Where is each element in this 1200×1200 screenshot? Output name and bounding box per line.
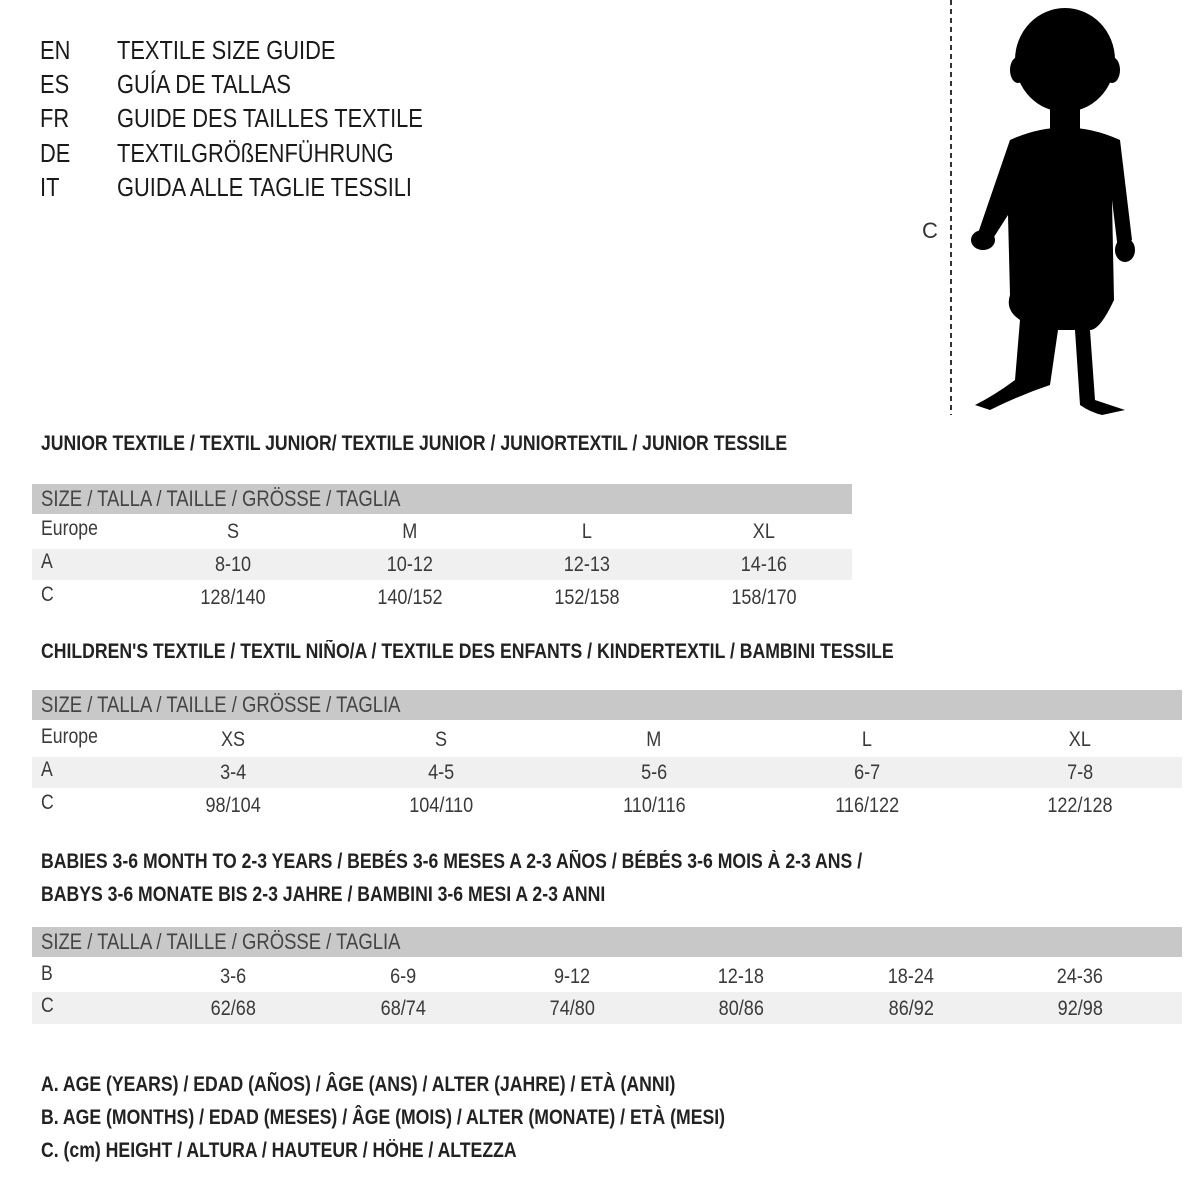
- table-cell: 122/128: [1047, 794, 1113, 817]
- row-shade: [32, 757, 1182, 788]
- row-label: B: [41, 962, 53, 985]
- child-silhouette-icon: [950, 0, 1135, 415]
- table-cell: L: [861, 728, 873, 751]
- table-cell: 74/80: [549, 997, 595, 1020]
- title-text: GUIDA ALLE TAGLIE TESSILI: [117, 172, 412, 202]
- table-cell: XL: [1068, 728, 1092, 751]
- section-heading: JUNIOR TEXTILE / TEXTIL JUNIOR/ TEXTILE …: [41, 432, 788, 455]
- row-label: C: [41, 994, 54, 1017]
- table-cell: 4-5: [427, 761, 455, 784]
- table-cell: S: [434, 728, 448, 751]
- row-label: C: [41, 791, 54, 814]
- height-measure-label: C: [922, 218, 938, 243]
- table-cell: M: [646, 728, 662, 751]
- row-label: Europe: [41, 725, 98, 748]
- table-cell: S: [226, 520, 240, 543]
- row-shade: [32, 992, 1182, 1024]
- size-header-text: SIZE / TALLA / TAILLE / GRÖSSE / TAGLIA: [41, 486, 401, 511]
- table-cell: XL: [752, 520, 776, 543]
- table-cell: 104/110: [409, 794, 473, 817]
- table-cell: 3-6: [219, 965, 247, 988]
- table-cell: XS: [220, 728, 246, 751]
- table-header: SIZE / TALLA / TAILLE / GRÖSSE / TAGLIA: [32, 690, 1182, 720]
- lang-code: ES: [40, 69, 70, 99]
- title-text: GUÍA DE TALLAS: [117, 69, 291, 99]
- table-cell: 110/116: [622, 794, 686, 817]
- section-heading: CHILDREN'S TEXTILE / TEXTIL NIÑO/A / TEX…: [41, 640, 894, 663]
- table-cell: 116/122: [835, 794, 899, 817]
- row-label: A: [41, 758, 53, 781]
- table-cell: 9-12: [553, 965, 591, 988]
- table-cell: 6-7: [853, 761, 881, 784]
- table-cell: 128/140: [200, 586, 266, 609]
- lang-code: FR: [40, 103, 70, 133]
- table-cell: 98/104: [205, 794, 261, 817]
- title-text: GUIDE DES TAILLES TEXTILE: [117, 103, 423, 133]
- table-cell: 18-24: [887, 965, 935, 988]
- table-cell: L: [581, 520, 593, 543]
- table-cell: 68/74: [380, 997, 426, 1020]
- table-cell: 152/158: [554, 586, 620, 609]
- table-cell: 140/152: [377, 586, 443, 609]
- row-label: Europe: [41, 517, 98, 540]
- lang-code: DE: [40, 138, 71, 168]
- legend-item-a: A. AGE (YEARS) / EDAD (AÑOS) / ÂGE (ANS)…: [41, 1073, 676, 1096]
- section-heading: BABYS 3-6 MONATE BIS 2-3 JAHRE / BAMBINI…: [41, 883, 606, 906]
- table-cell: M: [402, 520, 418, 543]
- table-cell: 14-16: [740, 553, 788, 576]
- row-shade: [32, 549, 852, 580]
- table-cell: 3-4: [219, 761, 247, 784]
- legend-item-c: C. (cm) HEIGHT / ALTURA / HAUTEUR / HÖHE…: [41, 1139, 517, 1162]
- section-heading: BABIES 3-6 MONTH TO 2-3 YEARS / BEBÉS 3-…: [41, 850, 863, 873]
- row-label: A: [41, 550, 53, 573]
- table-cell: 62/68: [210, 997, 256, 1020]
- table-cell: 158/170: [731, 586, 797, 609]
- table-header: SIZE / TALLA / TAILLE / GRÖSSE / TAGLIA: [32, 927, 1182, 957]
- table-cell: 12-13: [563, 553, 611, 576]
- table-cell: 10-12: [386, 553, 434, 576]
- size-header-text: SIZE / TALLA / TAILLE / GRÖSSE / TAGLIA: [41, 929, 401, 954]
- table-cell: 8-10: [214, 553, 252, 576]
- row-label: C: [41, 583, 54, 606]
- table-cell: 7-8: [1066, 761, 1094, 784]
- table-header: SIZE / TALLA / TAILLE / GRÖSSE / TAGLIA: [32, 484, 852, 514]
- legend-item-b: B. AGE (MONTHS) / EDAD (MESES) / ÂGE (MO…: [41, 1106, 726, 1129]
- table-cell: 24-36: [1056, 965, 1104, 988]
- table-cell: 86/92: [888, 997, 934, 1020]
- title-text: TEXTILGRÖßENFÜHRUNG: [117, 138, 394, 168]
- table-cell: 80/86: [718, 997, 764, 1020]
- title-text: TEXTILE SIZE GUIDE: [117, 35, 336, 65]
- table-cell: 12-18: [717, 965, 765, 988]
- lang-code: IT: [40, 172, 60, 202]
- table-cell: 92/98: [1057, 997, 1103, 1020]
- size-header-text: SIZE / TALLA / TAILLE / GRÖSSE / TAGLIA: [41, 692, 401, 717]
- lang-code: EN: [40, 35, 71, 65]
- table-cell: 6-9: [389, 965, 417, 988]
- table-cell: 5-6: [640, 761, 668, 784]
